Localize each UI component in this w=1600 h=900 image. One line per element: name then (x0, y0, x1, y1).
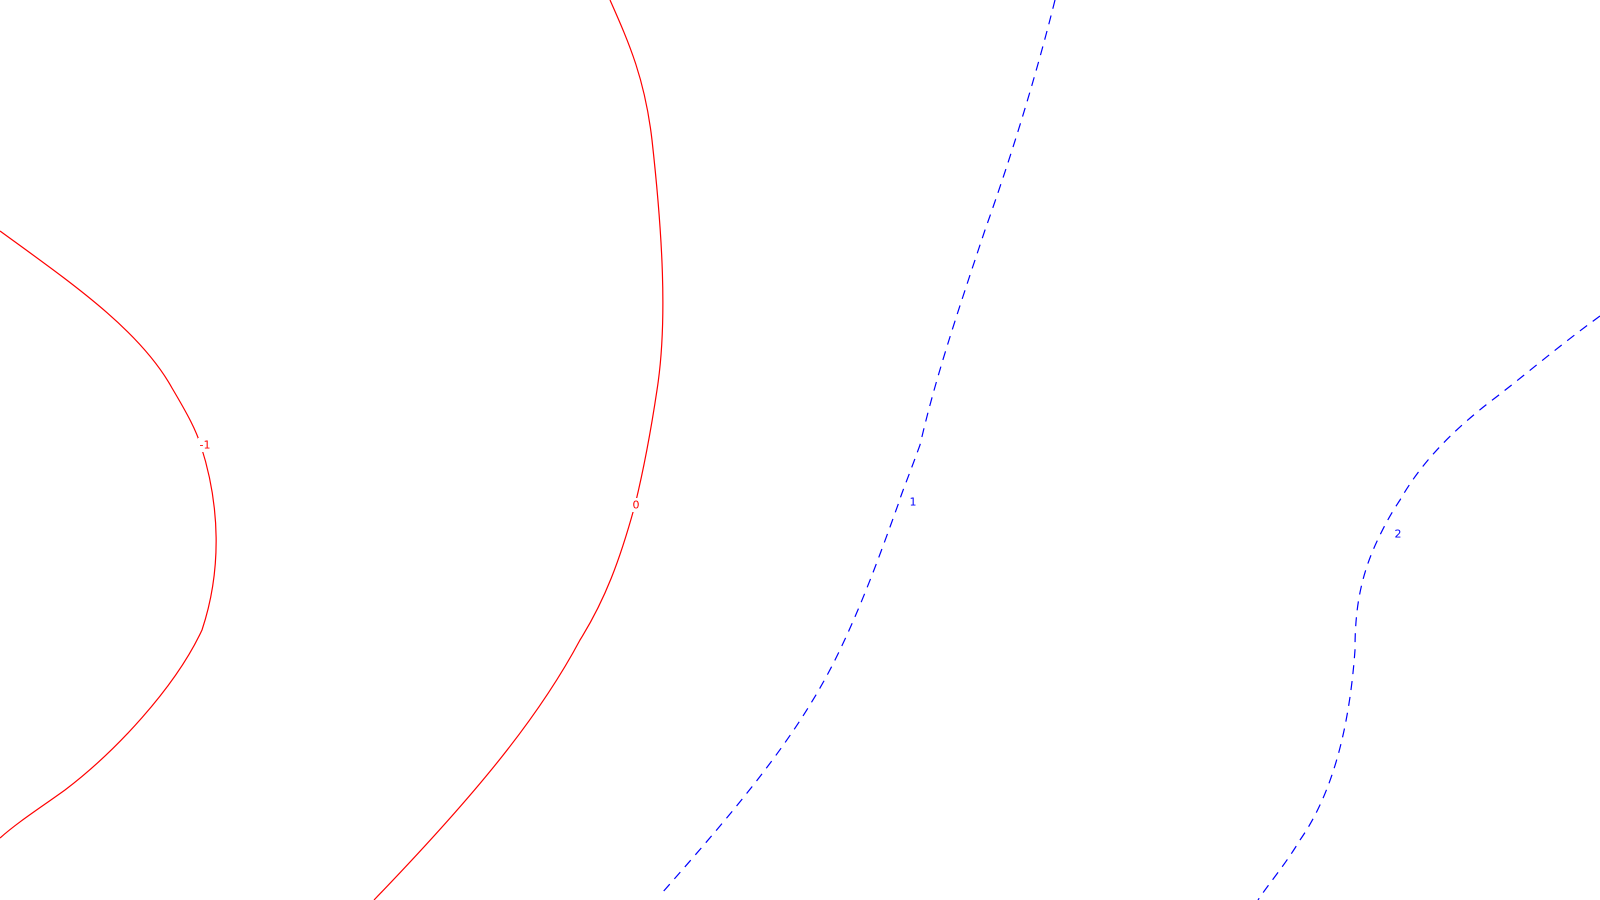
contour-label-background (906, 495, 920, 509)
contour-label: 2 (1395, 528, 1402, 541)
contour-level-2: 2 (1257, 315, 1600, 900)
contour-label: -1 (200, 439, 211, 452)
contour-label: 0 (633, 499, 640, 512)
contour-line (1257, 315, 1600, 900)
contour-line (373, 0, 664, 900)
contour-level-1: 1 (661, 0, 1056, 894)
contour-label-background (1391, 527, 1405, 541)
contour-line (0, 230, 217, 839)
contour-label: 1 (910, 496, 917, 509)
contour-label-background (629, 498, 643, 512)
contour-label-background (198, 438, 212, 452)
contour-level-neg1: -1 (0, 230, 217, 839)
contour-level-0: 0 (373, 0, 664, 900)
